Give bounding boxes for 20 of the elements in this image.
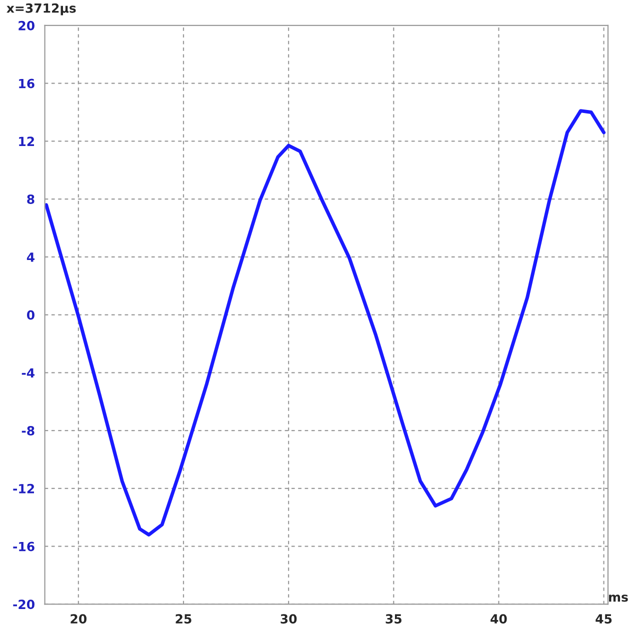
x-tick-label: 20 <box>70 614 87 624</box>
y-tick-label: 16 <box>19 78 34 88</box>
line-series <box>44 109 606 536</box>
x-tick-label: 45 <box>596 614 612 624</box>
x-tick-label: 25 <box>176 614 192 624</box>
x-tick-label: 35 <box>386 614 402 624</box>
y-tick-label: 0 <box>26 310 34 320</box>
y-tick-label: 8 <box>27 194 34 204</box>
y-tick-label: -8 <box>22 426 34 436</box>
x-axis-title: ms <box>609 594 628 602</box>
y-tick-label: -4 <box>22 368 35 378</box>
y-tick-label: 4 <box>26 252 35 262</box>
y-tick-label: -20 <box>13 600 34 610</box>
y-tick-label: 20 <box>18 20 34 30</box>
y-tick-label: -16 <box>13 542 34 552</box>
y-tick-label: 12 <box>19 136 34 146</box>
text: x=3712µs <box>6 3 76 16</box>
x-tick-label: 30 <box>280 614 297 624</box>
x-tick-label: 40 <box>490 614 507 624</box>
y-tick-label: -12 <box>13 484 34 494</box>
